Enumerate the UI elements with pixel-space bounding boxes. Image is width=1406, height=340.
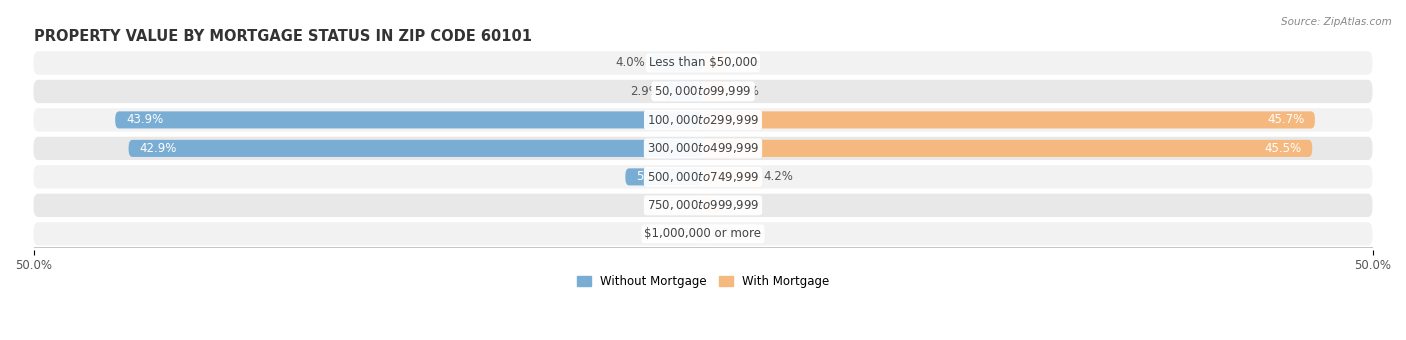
FancyBboxPatch shape — [34, 108, 1372, 132]
Text: 0.24%: 0.24% — [658, 199, 696, 212]
Text: $500,000 to $749,999: $500,000 to $749,999 — [647, 170, 759, 184]
Text: 42.9%: 42.9% — [139, 142, 177, 155]
FancyBboxPatch shape — [34, 222, 1372, 245]
Text: $50,000 to $99,999: $50,000 to $99,999 — [654, 84, 752, 99]
Text: 1.8%: 1.8% — [731, 56, 761, 69]
Text: Less than $50,000: Less than $50,000 — [648, 56, 758, 69]
FancyBboxPatch shape — [703, 112, 1315, 129]
Text: 0.29%: 0.29% — [658, 227, 695, 240]
FancyBboxPatch shape — [34, 165, 1372, 189]
FancyBboxPatch shape — [115, 112, 703, 129]
Text: 1.7%: 1.7% — [730, 85, 759, 98]
FancyBboxPatch shape — [34, 194, 1372, 217]
Text: 4.2%: 4.2% — [763, 170, 793, 183]
Text: 4.0%: 4.0% — [616, 56, 645, 69]
Text: $1,000,000 or more: $1,000,000 or more — [644, 227, 762, 240]
FancyBboxPatch shape — [699, 225, 703, 242]
FancyBboxPatch shape — [34, 80, 1372, 103]
Text: Source: ZipAtlas.com: Source: ZipAtlas.com — [1281, 17, 1392, 27]
FancyBboxPatch shape — [650, 54, 703, 71]
FancyBboxPatch shape — [703, 197, 714, 214]
Text: 0.86%: 0.86% — [718, 199, 755, 212]
FancyBboxPatch shape — [664, 83, 703, 100]
FancyBboxPatch shape — [703, 225, 707, 242]
Legend: Without Mortgage, With Mortgage: Without Mortgage, With Mortgage — [576, 275, 830, 288]
FancyBboxPatch shape — [34, 137, 1372, 160]
Text: 2.9%: 2.9% — [630, 85, 661, 98]
Text: 0.28%: 0.28% — [711, 227, 748, 240]
FancyBboxPatch shape — [626, 168, 703, 185]
Text: 45.5%: 45.5% — [1264, 142, 1302, 155]
Text: $750,000 to $999,999: $750,000 to $999,999 — [647, 198, 759, 212]
FancyBboxPatch shape — [703, 140, 1312, 157]
Text: 45.7%: 45.7% — [1267, 114, 1305, 126]
Text: 5.8%: 5.8% — [636, 170, 665, 183]
Text: $100,000 to $299,999: $100,000 to $299,999 — [647, 113, 759, 127]
FancyBboxPatch shape — [128, 140, 703, 157]
FancyBboxPatch shape — [703, 83, 725, 100]
FancyBboxPatch shape — [703, 54, 727, 71]
FancyBboxPatch shape — [703, 168, 759, 185]
Text: PROPERTY VALUE BY MORTGAGE STATUS IN ZIP CODE 60101: PROPERTY VALUE BY MORTGAGE STATUS IN ZIP… — [34, 30, 531, 45]
FancyBboxPatch shape — [699, 197, 703, 214]
FancyBboxPatch shape — [34, 51, 1372, 74]
Text: 43.9%: 43.9% — [127, 114, 163, 126]
Text: $300,000 to $499,999: $300,000 to $499,999 — [647, 141, 759, 155]
